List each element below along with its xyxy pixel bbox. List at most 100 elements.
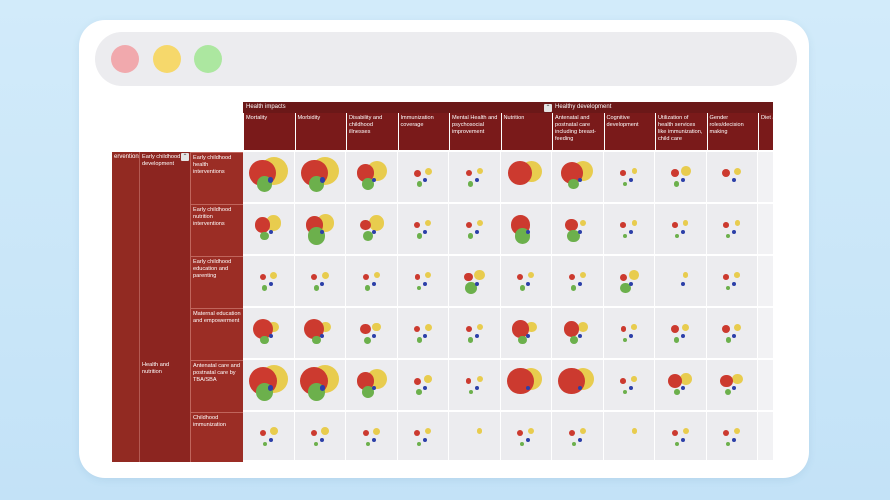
blue-bubble[interactable]	[268, 437, 273, 443]
red-bubble[interactable]	[360, 219, 372, 231]
green-bubble[interactable]	[464, 282, 477, 294]
matrix-cell[interactable]	[346, 412, 398, 462]
yellow-bubble[interactable]	[683, 272, 689, 278]
matrix-cell[interactable]	[397, 204, 449, 256]
red-bubble[interactable]	[568, 273, 575, 281]
green-bubble[interactable]	[726, 441, 731, 447]
matrix-cell[interactable]	[706, 412, 758, 462]
matrix-cell[interactable]	[294, 204, 346, 256]
yellow-bubble[interactable]	[682, 427, 689, 435]
green-bubble[interactable]	[468, 181, 474, 187]
red-bubble[interactable]	[311, 429, 318, 437]
blue-bubble[interactable]	[474, 229, 479, 235]
matrix-cell[interactable]	[758, 360, 773, 412]
red-bubble[interactable]	[465, 325, 472, 333]
blue-bubble[interactable]	[732, 333, 737, 339]
matrix-cell[interactable]	[397, 308, 449, 360]
yellow-bubble[interactable]	[734, 427, 741, 435]
matrix-cell[interactable]	[243, 256, 295, 308]
red-bubble[interactable]	[722, 168, 731, 178]
matrix-cell[interactable]	[397, 256, 449, 308]
matrix-cell[interactable]	[294, 152, 346, 204]
red-bubble[interactable]	[722, 324, 731, 334]
blue-bubble[interactable]	[319, 385, 325, 391]
blue-bubble[interactable]	[732, 177, 737, 183]
green-bubble[interactable]	[623, 337, 628, 343]
blue-bubble[interactable]	[320, 333, 325, 339]
blue-bubble[interactable]	[526, 229, 531, 235]
blue-bubble[interactable]	[268, 333, 273, 339]
matrix-cell[interactable]	[449, 152, 501, 204]
blue-bubble[interactable]	[577, 437, 582, 443]
green-bubble[interactable]	[416, 181, 422, 187]
red-bubble[interactable]	[360, 323, 372, 335]
green-bubble[interactable]	[673, 389, 680, 395]
column-header[interactable]: Diet activ	[758, 113, 773, 150]
blue-bubble[interactable]	[371, 385, 376, 391]
matrix-cell[interactable]	[346, 308, 398, 360]
blue-bubble[interactable]	[732, 281, 737, 287]
matrix-cell[interactable]	[243, 152, 295, 204]
blue-bubble[interactable]	[526, 333, 531, 339]
yellow-bubble[interactable]	[424, 167, 432, 175]
matrix-cell[interactable]	[603, 204, 655, 256]
matrix-cell[interactable]	[655, 412, 707, 462]
red-bubble[interactable]	[259, 429, 266, 437]
red-bubble[interactable]	[565, 218, 579, 232]
blue-bubble[interactable]	[320, 281, 325, 287]
green-bubble[interactable]	[260, 231, 270, 241]
blue-bubble[interactable]	[423, 281, 428, 287]
green-bubble[interactable]	[362, 231, 373, 241]
matrix-cell[interactable]	[552, 152, 604, 204]
matrix-cell[interactable]	[603, 360, 655, 412]
green-bubble[interactable]	[674, 337, 680, 343]
matrix-cell[interactable]	[706, 308, 758, 360]
green-bubble[interactable]	[725, 337, 731, 343]
red-bubble[interactable]	[255, 217, 271, 233]
blue-bubble[interactable]	[732, 437, 737, 443]
yellow-bubble[interactable]	[373, 271, 380, 279]
column-header[interactable]: Mortality	[243, 113, 295, 150]
blue-bubble[interactable]	[423, 437, 428, 443]
red-bubble[interactable]	[464, 272, 474, 282]
blue-bubble[interactable]	[629, 177, 634, 183]
yellow-bubble[interactable]	[731, 373, 743, 385]
green-bubble[interactable]	[313, 285, 319, 291]
yellow-bubble[interactable]	[528, 271, 535, 279]
yellow-bubble[interactable]	[269, 427, 278, 435]
matrix-cell[interactable]	[655, 204, 707, 256]
yellow-bubble[interactable]	[528, 427, 535, 435]
blue-bubble[interactable]	[680, 437, 685, 443]
green-bubble[interactable]	[361, 178, 374, 190]
yellow-bubble[interactable]	[425, 219, 432, 227]
red-bubble[interactable]	[357, 372, 375, 390]
blue-bubble[interactable]	[474, 177, 479, 183]
yellow-bubble[interactable]	[631, 428, 637, 434]
yellow-bubble[interactable]	[476, 375, 483, 383]
red-bubble[interactable]	[362, 429, 369, 437]
green-bubble[interactable]	[674, 233, 679, 239]
matrix-cell[interactable]	[552, 204, 604, 256]
matrix-cell[interactable]	[500, 256, 552, 308]
row-group-early-childhood-development[interactable]: Early childhood development	[139, 152, 190, 360]
green-bubble[interactable]	[623, 233, 628, 239]
matrix-cell[interactable]	[655, 360, 707, 412]
matrix-cell[interactable]	[500, 204, 552, 256]
matrix-cell[interactable]	[655, 256, 707, 308]
column-header[interactable]: Antenatal and postnatal care including b…	[552, 113, 604, 150]
green-bubble[interactable]	[520, 441, 525, 447]
blue-bubble[interactable]	[319, 177, 325, 183]
matrix-cell[interactable]	[449, 256, 501, 308]
matrix-cell[interactable]	[397, 152, 449, 204]
red-bubble[interactable]	[465, 169, 472, 177]
blue-bubble[interactable]	[526, 437, 531, 443]
matrix-cell[interactable]	[346, 256, 398, 308]
yellow-bubble[interactable]	[682, 323, 690, 331]
column-header[interactable]: Nutrition	[500, 113, 552, 150]
matrix-cell[interactable]	[294, 256, 346, 308]
blue-bubble[interactable]	[474, 385, 479, 391]
minimize-dot[interactable]	[153, 45, 181, 73]
matrix-cell[interactable]	[500, 360, 552, 412]
column-header[interactable]: Disability and childhood illnesses	[346, 113, 398, 150]
row-label[interactable]: Early childhood education and parenting	[190, 256, 243, 308]
